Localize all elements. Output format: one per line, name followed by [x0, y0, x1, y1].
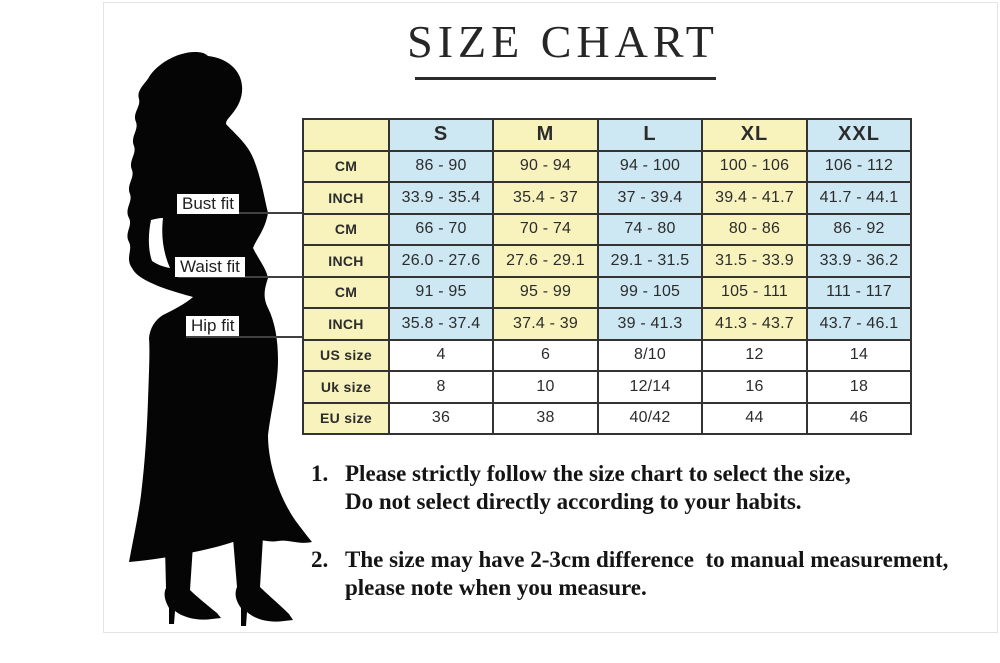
waist-fit-label: Waist fit: [175, 257, 245, 277]
value-cell: 99 - 105: [597, 275, 703, 309]
value-cell: 12/14: [597, 370, 703, 404]
page-title: SIZE CHART: [407, 16, 719, 67]
value-cell: 31.5 - 33.9: [701, 244, 808, 278]
value-cell: 111 - 117: [806, 275, 912, 309]
row-label: EU size: [302, 401, 390, 435]
value-cell: 40/42: [597, 401, 703, 435]
value-cell: 41.7 - 44.1: [806, 181, 912, 215]
value-cell: 91 - 95: [388, 275, 494, 309]
corner-cell: [302, 118, 390, 152]
table-row: INCH 26.0 - 27.6 27.6 - 29.1 29.1 - 31.5 31.…: [302, 244, 912, 278]
note-1-line-2: Do not select directly according to your…: [345, 489, 802, 514]
right-leg-shoe-shape: [233, 537, 293, 626]
value-cell: 70 - 74: [492, 212, 599, 246]
size-header-s: S: [388, 118, 494, 152]
bust-fit-line: [180, 212, 303, 214]
body-shape: [127, 52, 313, 562]
value-cell: 39 - 41.3: [597, 307, 703, 341]
value-cell: 16: [701, 370, 808, 404]
value-cell: 27.6 - 29.1: [492, 244, 599, 278]
note-2: 2. The size may have 2-3cm difference to…: [311, 546, 996, 602]
row-label: INCH: [302, 307, 390, 341]
value-cell: 33.9 - 36.2: [806, 244, 912, 278]
size-header-row: S M L XL XXL: [302, 118, 912, 152]
value-cell: 29.1 - 31.5: [597, 244, 703, 278]
table-row: CM 91 - 95 95 - 99 99 - 105 105 - 111 111 - 1…: [302, 275, 912, 309]
table-row: INCH 35.8 - 37.4 37.4 - 39 39 - 41.3 41.3 - …: [302, 307, 912, 341]
row-label: Uk size: [302, 370, 390, 404]
value-cell: 35.4 - 37: [492, 181, 599, 215]
value-cell: 8/10: [597, 338, 703, 372]
note-1-line-1: Please strictly follow the size chart to…: [345, 461, 851, 486]
row-label: INCH: [302, 244, 390, 278]
value-cell: 37.4 - 39: [492, 307, 599, 341]
title-underline: [415, 77, 716, 80]
size-header-xxl: XXL: [806, 118, 912, 152]
size-table: S M L XL XXL CM 86 - 90 90 - 94 94 - 100 100 - 1…: [302, 118, 912, 435]
value-cell: 8: [388, 370, 494, 404]
hip-fit-line: [186, 336, 303, 338]
arm-gap-shape: [148, 218, 170, 268]
note-2-text: The size may have 2-3cm difference to ma…: [345, 546, 948, 602]
value-cell: 12: [701, 338, 808, 372]
note-1-number: 1.: [311, 461, 329, 486]
value-cell: 94 - 100: [597, 149, 703, 183]
left-leg-shoe-shape: [164, 545, 221, 624]
row-label: INCH: [302, 181, 390, 215]
value-cell: 38: [492, 401, 599, 435]
bust-fit-label: Bust fit: [177, 194, 239, 214]
table-row: US size 4 6 8/10 12 14: [302, 338, 912, 372]
value-cell: 46: [806, 401, 912, 435]
table-row: INCH 33.9 - 35.4 35.4 - 37 37 - 39.4 39.4 - …: [302, 181, 912, 215]
note-1-text: Please strictly follow the size chart to…: [345, 460, 851, 516]
table-row: CM 66 - 70 70 - 74 74 - 80 80 - 86 86 - 92: [302, 212, 912, 246]
value-cell: 10: [492, 370, 599, 404]
value-cell: 100 - 106: [701, 149, 808, 183]
size-header-l: L: [597, 118, 703, 152]
size-header-m: M: [492, 118, 599, 152]
value-cell: 86 - 90: [388, 149, 494, 183]
size-table-body: CM 86 - 90 90 - 94 94 - 100 100 - 106 106 - 1…: [302, 149, 912, 435]
value-cell: 36: [388, 401, 494, 435]
value-cell: 106 - 112: [806, 149, 912, 183]
value-cell: 18: [806, 370, 912, 404]
note-2-number: 2.: [311, 547, 329, 572]
value-cell: 4: [388, 338, 494, 372]
woman-silhouette: [127, 52, 313, 626]
value-cell: 44: [701, 401, 808, 435]
value-cell: 14: [806, 338, 912, 372]
table-row: EU size 36 38 40/42 44 46: [302, 401, 912, 435]
note-2-line-2: please note when you measure.: [345, 575, 647, 600]
hip-fit-label: Hip fit: [186, 316, 240, 336]
value-cell: 37 - 39.4: [597, 181, 703, 215]
value-cell: 26.0 - 27.6: [388, 244, 494, 278]
value-cell: 90 - 94: [492, 149, 599, 183]
value-cell: 33.9 - 35.4: [388, 181, 494, 215]
value-cell: 35.8 - 37.4: [388, 307, 494, 341]
row-label: CM: [302, 149, 390, 183]
value-cell: 74 - 80: [597, 212, 703, 246]
value-cell: 86 - 92: [806, 212, 912, 246]
table-row: CM 86 - 90 90 - 94 94 - 100 100 - 106 106 - 1…: [302, 149, 912, 183]
value-cell: 41.3 - 43.7: [701, 307, 808, 341]
value-cell: 95 - 99: [492, 275, 599, 309]
note-1: 1. Please strictly follow the size chart…: [311, 460, 991, 516]
note-2-line-1: The size may have 2-3cm difference to ma…: [345, 547, 949, 572]
table-row: Uk size 8 10 12/14 16 18: [302, 370, 912, 404]
value-cell: 43.7 - 46.1: [806, 307, 912, 341]
value-cell: 6: [492, 338, 599, 372]
value-cell: 105 - 111: [701, 275, 808, 309]
value-cell: 66 - 70: [388, 212, 494, 246]
size-header-xl: XL: [701, 118, 808, 152]
value-cell: 39.4 - 41.7: [701, 181, 808, 215]
waist-fit-line: [178, 276, 303, 278]
value-cell: 80 - 86: [701, 212, 808, 246]
row-label: US size: [302, 338, 390, 372]
